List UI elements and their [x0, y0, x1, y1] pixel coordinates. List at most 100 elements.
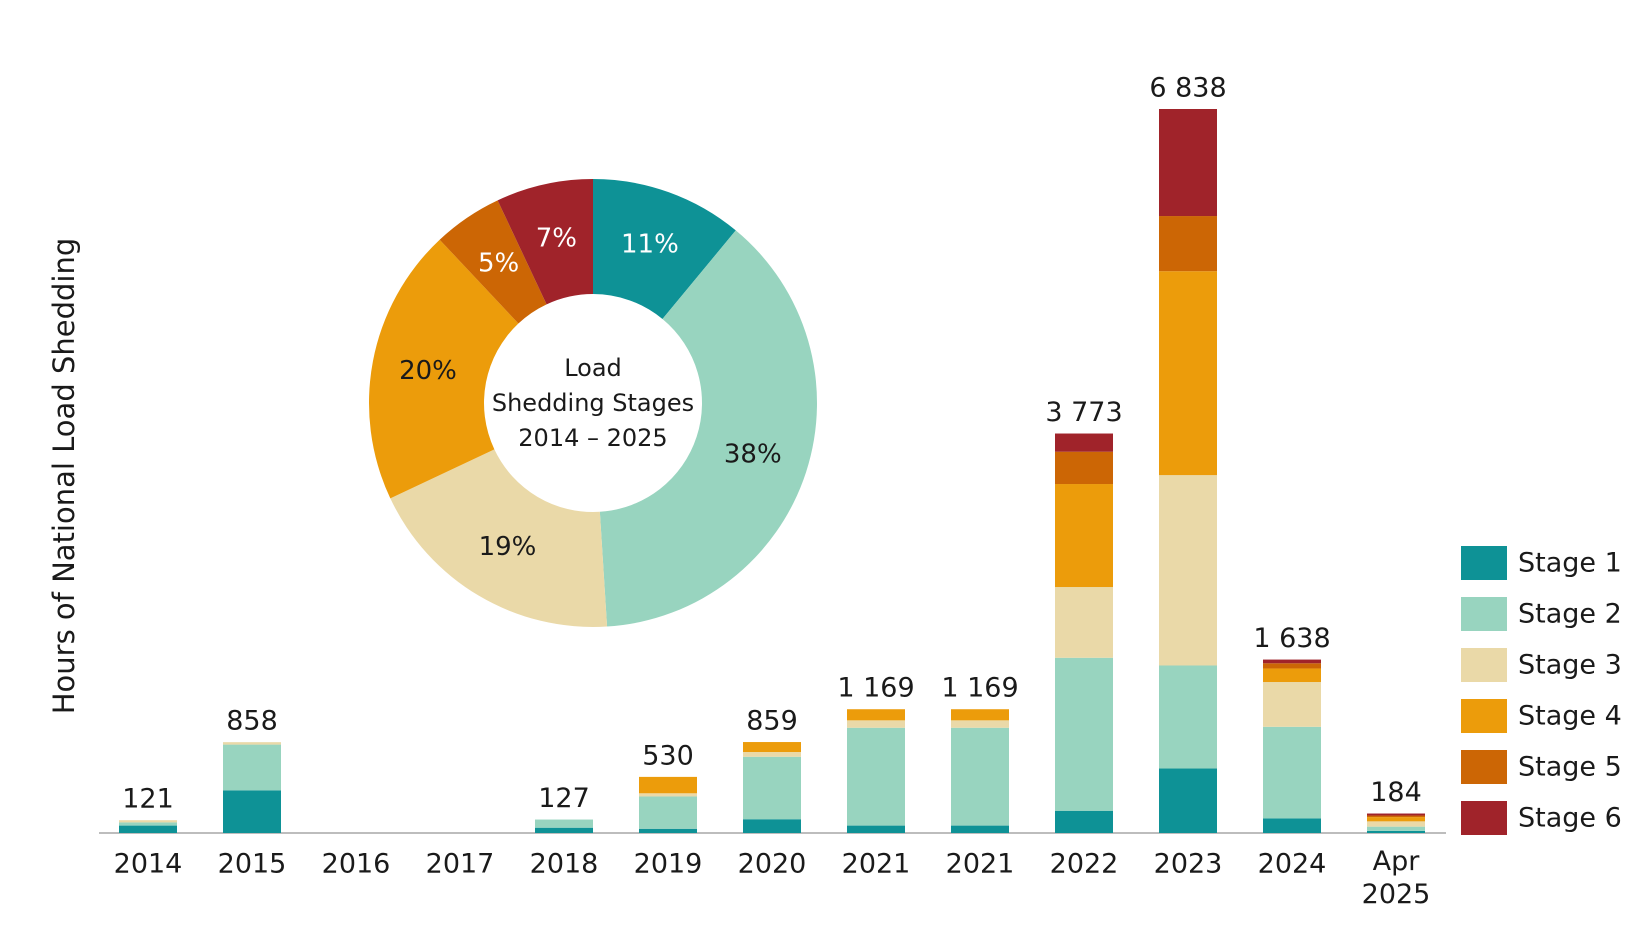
bar-segment [1367, 813, 1425, 816]
bar-segment [1159, 768, 1217, 833]
slice-label: 11% [621, 229, 679, 259]
x-tick-label: 2023 [1154, 849, 1223, 880]
total-label: 184 [1370, 777, 1422, 808]
bar-segment [1159, 665, 1217, 769]
x-tick-label: 2020 [738, 849, 807, 880]
slice-label: 19% [479, 532, 537, 562]
bar-segment [1159, 475, 1217, 666]
total-label: 859 [746, 706, 798, 737]
legend-label: Stage 2 [1518, 599, 1622, 630]
slice-label: 38% [724, 439, 782, 469]
legend-swatch [1461, 648, 1507, 682]
total-label: 858 [226, 706, 278, 737]
bar-segment [743, 819, 801, 833]
total-label: 1 638 [1253, 623, 1330, 654]
bar-segment [847, 727, 905, 826]
y-axis-label: Hours of National Load Shedding [47, 238, 81, 715]
donut-slice [593, 179, 736, 320]
bar-segment [1263, 682, 1321, 727]
bar-segment [1263, 668, 1321, 683]
bar-segment [639, 828, 697, 833]
bar-segment [951, 727, 1009, 826]
bar-segment [743, 756, 801, 820]
bar-segment [847, 825, 905, 833]
bar-segment [1159, 271, 1217, 476]
bar-segment [1263, 726, 1321, 819]
x-tick-label: 2024 [1258, 849, 1327, 880]
legend-label: Stage 6 [1518, 803, 1622, 834]
legend-label: Stage 3 [1518, 650, 1622, 681]
donut-center-label: Shedding Stages [492, 389, 694, 417]
bar-segment [1055, 451, 1113, 485]
bar-segment [223, 744, 281, 791]
legend-swatch [1461, 546, 1507, 580]
legend-swatch [1461, 699, 1507, 733]
x-tick-label: 2016 [322, 849, 391, 880]
legend-label: Stage 4 [1518, 701, 1622, 732]
donut-center-label: Load [564, 354, 622, 382]
bar-segment [1367, 830, 1425, 833]
x-tick-label: 2019 [634, 849, 703, 880]
bar-segment [639, 796, 697, 829]
donut-slice [439, 200, 547, 324]
bar-segment [847, 709, 905, 721]
total-label: 3 773 [1045, 397, 1122, 428]
bar-segment [1367, 815, 1425, 818]
bar-segment [1263, 659, 1321, 664]
bar-segment [743, 752, 801, 757]
slice-label: 7% [536, 224, 577, 254]
bar-segment [1159, 216, 1217, 272]
x-tick-label: 2021 [946, 849, 1015, 880]
total-label: 6 838 [1149, 73, 1226, 104]
slice-label: 20% [399, 356, 457, 386]
donut-slice [497, 179, 593, 305]
total-label: 530 [642, 740, 694, 771]
x-tick-label: 2015 [218, 849, 287, 880]
legend-swatch [1461, 801, 1507, 835]
bar-segment [223, 790, 281, 833]
x-tick-label: 2014 [114, 849, 183, 880]
bar-segment [1055, 657, 1113, 811]
donut-center-label: 2014 – 2025 [518, 424, 667, 452]
bar-segment [847, 720, 905, 728]
legend-swatch [1461, 597, 1507, 631]
total-label: 127 [538, 783, 590, 814]
bar-segment [119, 825, 177, 833]
bar-segment [223, 742, 281, 745]
total-label: 1 169 [837, 673, 914, 704]
bar-segment [535, 827, 593, 833]
bar-segment [951, 720, 1009, 728]
bar-segment [951, 709, 1009, 721]
donut-slice [390, 449, 608, 627]
bar-segment [639, 776, 697, 794]
bar-segment [1055, 433, 1113, 452]
x-tick-label: 2022 [1050, 849, 1119, 880]
bar-segment [1367, 826, 1425, 831]
legend-label: Stage 1 [1518, 548, 1622, 579]
bar-segment [743, 742, 801, 753]
bar-segment [119, 820, 177, 823]
x-tick-label: Apr 2025 [1362, 846, 1431, 910]
bar-segment [535, 819, 593, 828]
slice-label: 5% [478, 249, 519, 279]
donut-slice [599, 230, 818, 627]
bar-segment [639, 793, 697, 797]
donut-slice [369, 239, 519, 499]
bar-segment [951, 825, 1009, 833]
total-label: 121 [122, 784, 174, 815]
bar-segment [119, 822, 177, 826]
bar-segment [1263, 818, 1321, 833]
bar-segment [1367, 821, 1425, 827]
bar-segment [1055, 810, 1113, 833]
x-tick-label: 2018 [530, 849, 599, 880]
bar-segment [1263, 663, 1321, 669]
x-tick-label: 2017 [426, 849, 495, 880]
bar-segment [1159, 109, 1217, 217]
bar-segment [1367, 817, 1425, 822]
legend-swatch [1461, 750, 1507, 784]
x-tick-label: 2021 [842, 849, 911, 880]
bar-segment [1055, 587, 1113, 658]
total-label: 1 169 [941, 673, 1018, 704]
